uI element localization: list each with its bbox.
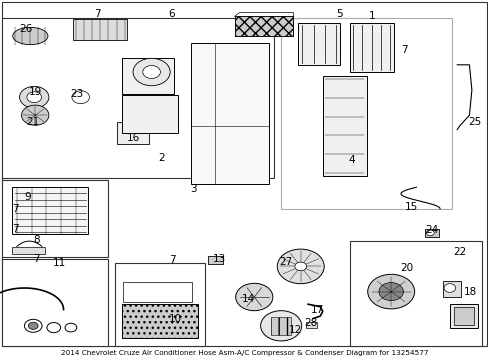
- Bar: [453, 307, 473, 325]
- Circle shape: [260, 311, 301, 341]
- Text: 7: 7: [401, 45, 407, 55]
- Bar: [123, 282, 191, 302]
- Circle shape: [21, 105, 49, 125]
- Circle shape: [277, 249, 324, 284]
- Text: 9: 9: [24, 192, 31, 202]
- Bar: [122, 304, 198, 338]
- Text: 13: 13: [212, 254, 226, 264]
- Text: 26: 26: [19, 24, 32, 34]
- Text: 5: 5: [336, 9, 343, 19]
- Text: 2: 2: [158, 153, 164, 163]
- Text: 16: 16: [126, 132, 140, 143]
- Circle shape: [294, 262, 306, 271]
- Bar: [115, 263, 205, 346]
- Text: 21: 21: [26, 117, 40, 127]
- Text: 11: 11: [53, 258, 66, 268]
- Circle shape: [72, 91, 89, 104]
- Text: 7: 7: [12, 204, 19, 214]
- Bar: [190, 43, 268, 184]
- Circle shape: [28, 322, 38, 329]
- Text: 12: 12: [288, 325, 302, 335]
- Text: 7: 7: [169, 255, 176, 265]
- Text: 7: 7: [33, 254, 40, 264]
- Bar: [122, 58, 173, 94]
- Text: 22: 22: [452, 247, 466, 257]
- Bar: [298, 23, 339, 65]
- Text: 7: 7: [12, 224, 19, 234]
- Circle shape: [443, 284, 455, 292]
- Bar: [73, 19, 127, 40]
- Bar: [2, 18, 273, 178]
- Bar: [12, 247, 45, 254]
- Bar: [442, 281, 460, 297]
- Circle shape: [47, 323, 61, 333]
- Bar: [322, 76, 366, 176]
- Bar: [349, 241, 481, 346]
- Text: 19: 19: [29, 87, 42, 97]
- Circle shape: [426, 230, 433, 236]
- Text: 6: 6: [167, 9, 174, 19]
- Circle shape: [27, 92, 41, 103]
- Bar: [2, 259, 107, 346]
- Bar: [117, 122, 149, 144]
- Text: 25: 25: [468, 117, 481, 127]
- Bar: [2, 180, 107, 257]
- Bar: [234, 16, 293, 36]
- Text: 3: 3: [189, 184, 196, 194]
- Bar: [305, 322, 316, 328]
- Text: 17: 17: [310, 305, 324, 315]
- Circle shape: [133, 58, 170, 86]
- Bar: [281, 18, 451, 209]
- Text: 20: 20: [399, 263, 412, 273]
- Text: 10: 10: [168, 314, 181, 324]
- Circle shape: [142, 66, 160, 78]
- Bar: [271, 317, 290, 335]
- Text: 23: 23: [70, 89, 84, 99]
- Circle shape: [24, 319, 42, 332]
- Circle shape: [367, 274, 414, 309]
- Bar: [425, 229, 438, 237]
- Bar: [449, 304, 477, 328]
- Circle shape: [235, 283, 272, 311]
- Text: 18: 18: [463, 287, 477, 297]
- Circle shape: [20, 86, 49, 108]
- Bar: [234, 16, 293, 36]
- Bar: [12, 187, 88, 234]
- Bar: [122, 95, 178, 133]
- Text: 24: 24: [424, 225, 438, 235]
- Bar: [349, 23, 393, 72]
- Text: 7: 7: [94, 9, 101, 19]
- Text: 8: 8: [33, 235, 40, 245]
- Ellipse shape: [13, 27, 48, 45]
- Text: 4: 4: [348, 155, 355, 165]
- Text: 2014 Chevrolet Cruze Air Conditioner Hose Asm-A/C Compressor & Condenser Diagram: 2014 Chevrolet Cruze Air Conditioner Hos…: [61, 350, 427, 356]
- Text: 1: 1: [367, 11, 374, 21]
- Bar: [208, 256, 223, 264]
- Text: 14: 14: [241, 294, 255, 304]
- Text: 28: 28: [304, 318, 317, 328]
- Circle shape: [65, 323, 77, 332]
- Text: 27: 27: [278, 257, 292, 267]
- Circle shape: [378, 283, 403, 301]
- Text: 15: 15: [404, 202, 417, 212]
- FancyArrowPatch shape: [17, 241, 42, 247]
